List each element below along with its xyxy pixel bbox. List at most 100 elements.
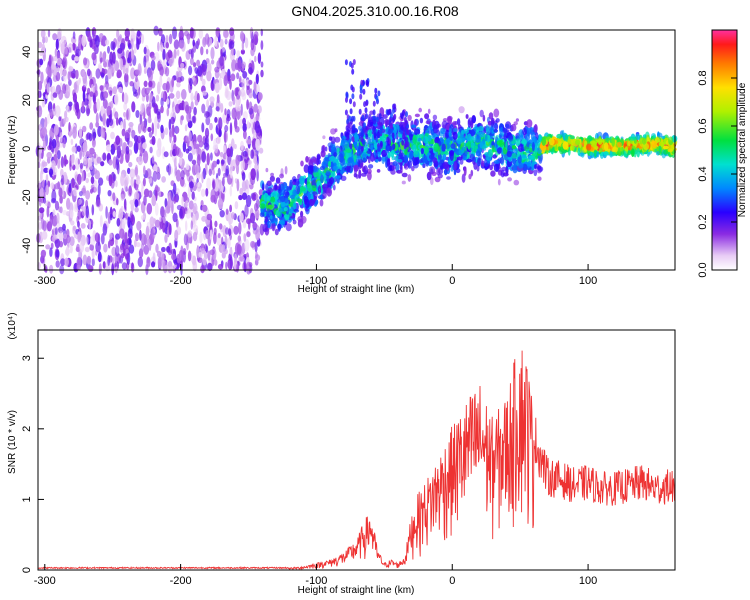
noise-cell — [222, 225, 227, 238]
noise-cell — [100, 105, 105, 117]
noise-cell — [125, 150, 130, 163]
noise-cell — [136, 220, 142, 231]
ridge-cell — [458, 106, 465, 114]
noise-cell — [122, 64, 126, 75]
noise-cell — [57, 226, 64, 234]
noise-cell — [217, 198, 224, 210]
ridge-cell — [453, 161, 458, 171]
noise-cell — [255, 73, 259, 85]
noise-cell — [128, 262, 132, 268]
noise-cell — [146, 168, 152, 179]
noise-cell — [46, 76, 50, 84]
ridge-cell — [407, 160, 412, 169]
noise-cell — [240, 49, 245, 55]
ridge-cell — [408, 150, 414, 159]
ridge-cell — [575, 139, 581, 145]
noise-cell — [217, 167, 221, 177]
ridge-cell — [515, 118, 520, 122]
noise-cell — [56, 57, 62, 66]
noise-cell — [109, 213, 113, 221]
noise-cell — [187, 36, 190, 45]
noise-cell — [234, 126, 240, 133]
noise-cell — [255, 251, 258, 259]
ridge-cell — [377, 145, 381, 152]
noise-cell — [91, 138, 96, 148]
noise-cell — [109, 51, 114, 65]
ridge-cell — [663, 149, 669, 155]
noise-cell — [120, 193, 125, 201]
noise-cell — [217, 263, 224, 270]
ridge-cell — [322, 135, 326, 140]
noise-cell — [66, 228, 70, 238]
ridge-cell — [452, 131, 458, 141]
noise-cell — [39, 187, 44, 199]
ridge-cell — [365, 133, 369, 140]
noise-cell — [241, 171, 246, 181]
noise-cell — [128, 186, 132, 194]
snr-y-label: SNR (10 * v/v) — [7, 410, 18, 474]
noise-cell — [46, 151, 52, 159]
noise-cell — [206, 70, 212, 82]
ridge-cell — [278, 220, 285, 225]
ridge-cell — [332, 165, 339, 171]
noise-cell — [45, 184, 49, 196]
ridge-cell — [357, 159, 361, 168]
noise-cell — [173, 134, 177, 143]
noise-cell — [189, 78, 193, 87]
ridge-cell — [437, 173, 443, 179]
ridge-cell — [427, 108, 431, 115]
noise-cell — [235, 86, 241, 100]
ridge-cell — [324, 146, 328, 152]
ridge-cell — [448, 127, 452, 138]
noise-cell — [37, 41, 43, 49]
ridge-cell — [518, 163, 524, 169]
noise-cell — [37, 105, 43, 118]
ridge-cell — [525, 127, 532, 135]
noise-cell — [193, 224, 199, 233]
noise-cell — [97, 183, 101, 197]
noise-cell — [178, 102, 184, 111]
ridge-cell — [407, 114, 412, 122]
noise-cell — [117, 48, 123, 54]
noise-cell — [95, 199, 101, 208]
noise-cell — [164, 234, 168, 243]
noise-cell — [109, 100, 114, 109]
noise-cell — [52, 214, 58, 227]
noise-cell — [128, 161, 133, 168]
noise-cell — [142, 150, 149, 164]
noise-cell — [198, 29, 204, 39]
noise-cell — [112, 42, 116, 50]
noise-cell — [201, 90, 207, 96]
noise-cell — [81, 170, 85, 182]
noise-cell — [92, 94, 96, 103]
noise-cell — [55, 105, 61, 118]
ridge-cell — [387, 151, 391, 159]
ridge-cell — [259, 203, 266, 209]
ridge-cell — [364, 107, 368, 114]
noise-cell — [96, 98, 101, 112]
noise-cell — [257, 92, 263, 101]
noise-cell — [147, 126, 152, 133]
ridge-cell — [490, 170, 496, 177]
noise-cell — [192, 231, 198, 242]
noise-cell — [210, 152, 213, 161]
ridge-cell — [478, 131, 485, 138]
noise-cell — [114, 93, 119, 106]
noise-cell — [38, 207, 45, 214]
ridge-cell — [296, 198, 303, 203]
y-tick-label: -20 — [21, 189, 33, 205]
noise-cell — [39, 170, 43, 183]
ridge-cell — [375, 116, 379, 123]
noise-cell — [202, 257, 207, 266]
noise-cell — [200, 46, 204, 56]
noise-cell — [133, 91, 138, 97]
ridge-cell — [275, 217, 278, 222]
ridge-cell — [441, 143, 446, 152]
noise-cell — [170, 248, 176, 256]
noise-cell — [175, 70, 179, 81]
noise-cell — [155, 108, 161, 116]
noise-cell — [54, 182, 61, 190]
ridge-cell — [350, 62, 354, 69]
noise-cell — [251, 193, 257, 202]
noise-cell — [223, 172, 227, 179]
